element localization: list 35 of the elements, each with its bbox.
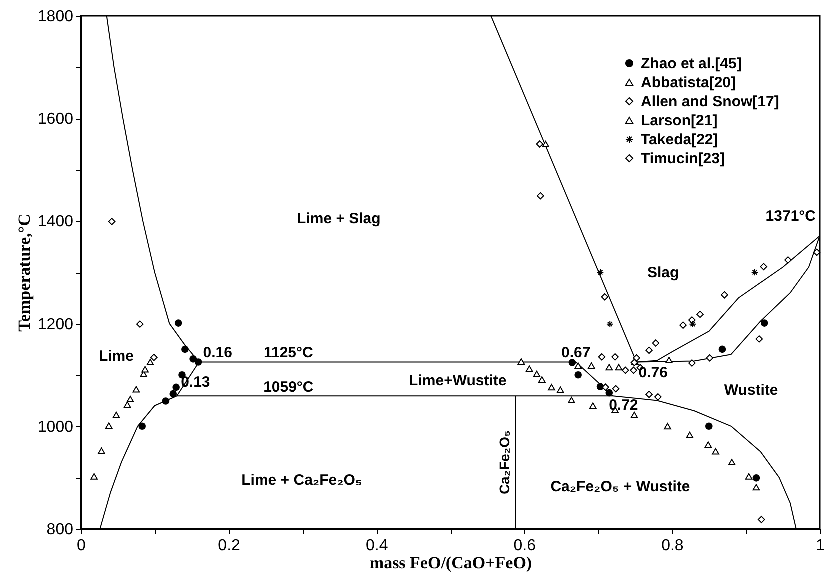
x-tick-label: 0.2: [218, 538, 241, 554]
annotation: Lime: [98, 348, 134, 366]
annotation: Lime+Wustite: [409, 372, 507, 390]
x-tick-label: 0: [77, 538, 86, 554]
annotation: 0.72: [609, 397, 638, 414]
legend-label: Zhao et al.[45]: [641, 56, 742, 72]
legend-label: Timucin[23]: [641, 150, 725, 168]
annotation: Ca₂Fe₂O₅ + Wustite: [550, 478, 690, 496]
y-axis-title: Temperature,°C: [14, 214, 34, 332]
y-tick-label: 1800: [38, 8, 74, 26]
x-axis-title: mass FeO/(CaO+FeO): [370, 554, 532, 572]
x-tick-label: 0.8: [662, 538, 684, 554]
y-tick-label: 1200: [38, 316, 74, 334]
x-tick-label: 0.4: [366, 538, 388, 554]
text: Ca₂Fe₂O₅: [496, 430, 513, 495]
annotation: Slag: [647, 264, 680, 282]
annotation: Lime + Slag: [297, 210, 381, 228]
annotation: 0.67: [562, 344, 591, 362]
annotation: 0.76: [638, 364, 668, 382]
x-tick-label: 0.6: [514, 538, 536, 554]
x-tick-label: 1: [816, 538, 826, 554]
annotation: 1125°C: [264, 344, 314, 362]
annotation: 0.16: [203, 344, 232, 362]
y-tick-label: 1400: [38, 214, 74, 231]
annotation: Wustite: [724, 382, 778, 399]
legend-label: Takeda[22]: [641, 132, 718, 148]
annotation: Lime + Ca₂Fe₂O₅: [242, 472, 362, 489]
legend-label: Larson[21]: [641, 112, 718, 130]
legend-label: Abbatista[20]: [641, 74, 736, 92]
y-tick-label: 800: [46, 522, 74, 538]
annotation: 1371°C: [766, 208, 816, 226]
y-tick-label: 1600: [38, 111, 74, 128]
legend-label: Allen and Snow[17]: [641, 94, 780, 110]
y-tick-label: 1000: [38, 418, 74, 436]
annotation: 1059°C: [264, 379, 314, 396]
